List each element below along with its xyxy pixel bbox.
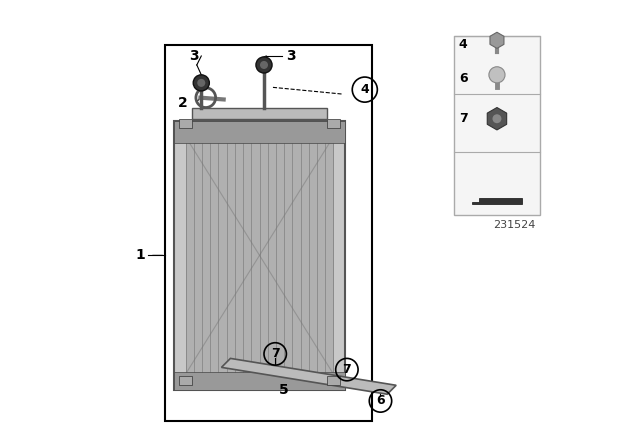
Bar — [186, 137, 333, 374]
Text: 7: 7 — [459, 112, 468, 125]
Circle shape — [260, 61, 268, 69]
Bar — [454, 36, 540, 215]
Bar — [174, 121, 344, 143]
Bar — [192, 108, 327, 119]
Text: 7: 7 — [342, 363, 351, 376]
Bar — [174, 121, 344, 390]
Circle shape — [256, 57, 272, 73]
Circle shape — [193, 75, 209, 91]
Text: 5: 5 — [279, 383, 289, 397]
Text: 3: 3 — [287, 49, 296, 63]
Polygon shape — [472, 198, 522, 204]
Bar — [326, 376, 340, 385]
Circle shape — [489, 67, 505, 83]
Text: 2: 2 — [178, 96, 188, 110]
Bar — [179, 376, 192, 385]
Text: 3: 3 — [189, 49, 199, 63]
Text: 4: 4 — [459, 38, 468, 52]
Bar — [179, 119, 192, 128]
Text: 1: 1 — [136, 248, 146, 263]
Bar — [165, 45, 371, 421]
Text: 4: 4 — [360, 83, 369, 96]
Text: 7: 7 — [271, 347, 280, 361]
Circle shape — [493, 114, 502, 123]
Polygon shape — [221, 358, 396, 394]
Circle shape — [197, 79, 205, 87]
Text: 231524: 231524 — [493, 220, 535, 229]
Text: 6: 6 — [459, 72, 467, 85]
Bar — [174, 372, 344, 390]
Text: 6: 6 — [376, 394, 385, 408]
Bar — [326, 119, 340, 128]
